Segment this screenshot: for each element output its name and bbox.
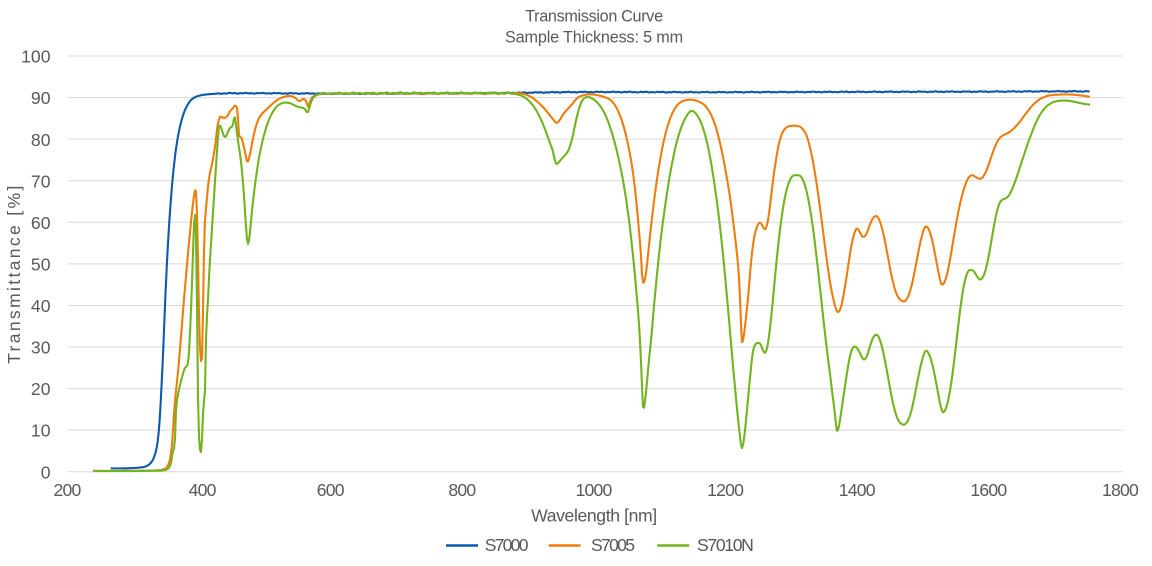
svg-text:1600: 1600 bbox=[970, 480, 1007, 500]
svg-text:1400: 1400 bbox=[839, 480, 876, 500]
svg-text:Sample Thickness: 5 mm: Sample Thickness: 5 mm bbox=[505, 29, 683, 47]
svg-text:200: 200 bbox=[53, 480, 81, 500]
svg-text:50: 50 bbox=[31, 255, 51, 275]
svg-text:0: 0 bbox=[41, 462, 51, 482]
svg-text:1000: 1000 bbox=[575, 480, 612, 500]
svg-text:60: 60 bbox=[31, 213, 51, 233]
svg-text:600: 600 bbox=[317, 480, 345, 500]
svg-text:1200: 1200 bbox=[707, 480, 744, 500]
svg-text:800: 800 bbox=[448, 480, 476, 500]
svg-text:Transmission Curve: Transmission Curve bbox=[525, 8, 663, 26]
svg-text:Wavelength [nm]: Wavelength [nm] bbox=[531, 506, 657, 526]
svg-text:30: 30 bbox=[31, 338, 51, 358]
svg-text:40: 40 bbox=[31, 296, 51, 316]
svg-text:S7000: S7000 bbox=[485, 535, 529, 555]
svg-text:70: 70 bbox=[31, 171, 51, 191]
svg-text:10: 10 bbox=[31, 421, 51, 441]
svg-text:100: 100 bbox=[21, 47, 51, 67]
svg-text:20: 20 bbox=[31, 379, 51, 399]
svg-text:S7005: S7005 bbox=[591, 535, 635, 555]
svg-text:80: 80 bbox=[31, 130, 51, 150]
svg-text:90: 90 bbox=[31, 88, 51, 108]
svg-text:400: 400 bbox=[189, 480, 217, 500]
svg-text:S7010N: S7010N bbox=[697, 535, 753, 555]
svg-text:Transmittance [%]: Transmittance [%] bbox=[4, 183, 24, 364]
svg-text:1800: 1800 bbox=[1102, 480, 1139, 500]
